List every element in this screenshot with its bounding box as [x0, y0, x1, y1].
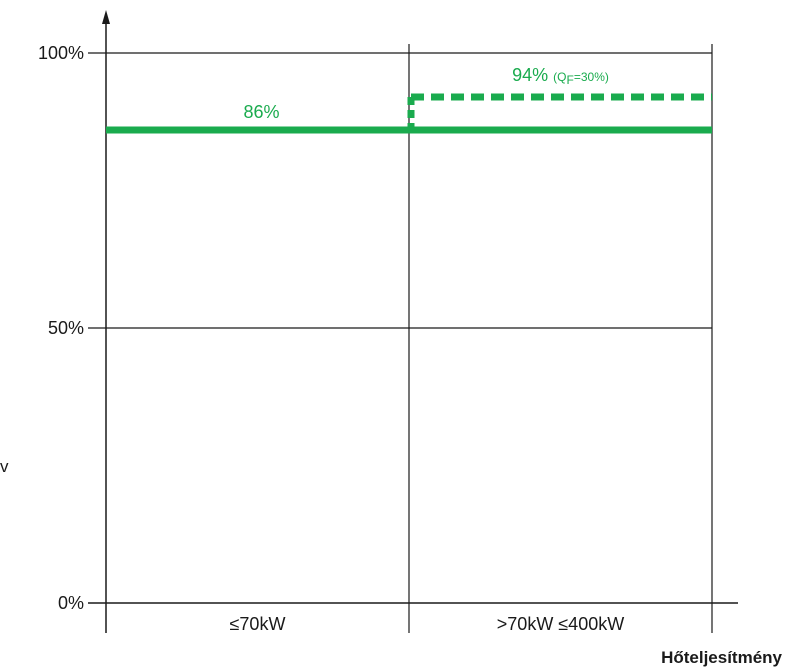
y-tick-label-1: 50%: [48, 318, 84, 338]
x-axis-title: Hőteljesítmény: [661, 648, 782, 667]
x-category-labels: ≤70kW >70kW ≤400kW: [230, 614, 625, 634]
y-tick-label-0: 0%: [58, 593, 84, 613]
x-category-label-0: ≤70kW: [230, 614, 286, 634]
y-tick-label-2: 100%: [38, 43, 84, 63]
data-label-86: 86%: [243, 102, 279, 122]
y-axis-arrow: [102, 10, 110, 24]
left-edge-text: v: [0, 457, 9, 476]
data-label-94: 94% (QF=30%): [512, 65, 609, 87]
x-category-label-1: >70kW ≤400kW: [497, 614, 624, 634]
y-ticks: 0% 50% 100%: [38, 43, 84, 613]
